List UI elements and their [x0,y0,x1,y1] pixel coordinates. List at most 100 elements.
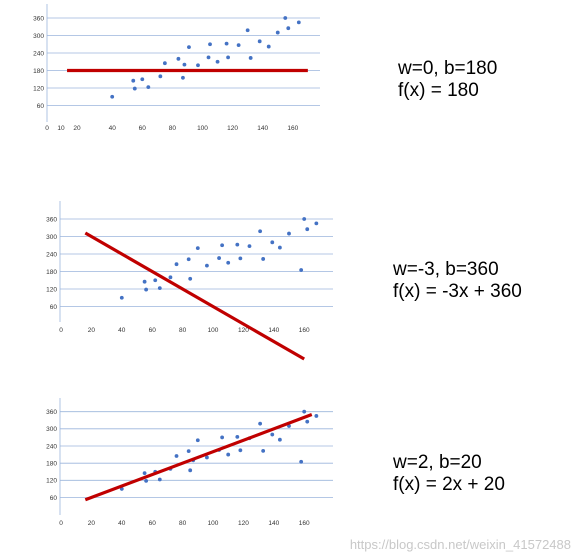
y-tick-label: 180 [46,269,57,276]
data-point [287,231,291,236]
data-point [226,452,231,457]
data-point [248,56,253,60]
equation-params-3: w=2, b=20 [393,452,482,473]
data-point [188,276,193,281]
data-point [158,74,163,79]
data-point [314,221,319,226]
y-tick-label: 120 [46,286,57,293]
data-point [195,246,200,251]
scatter-chart-2: 60 120 180 240 300 360 0 20 40 60 80 100 120 140 160 [46,201,333,361]
data-point [176,56,181,61]
data-point [144,479,149,483]
data-point [238,256,243,261]
data-point [302,217,307,221]
equation-formula-2: f(x) = -3x + 360 [393,281,522,302]
data-point [283,16,288,20]
y-tick-label: 240 [33,50,44,57]
chart-panel-3: 60 120 180 240 300 360 0 20 40 60 80 100 120 140 160 w… [0,392,579,537]
data-point [142,471,147,476]
x-tick-label: 20 [73,125,81,132]
data-point [286,26,291,31]
y-tick-label: 300 [46,426,57,433]
data-point [296,20,301,25]
data-point [305,227,310,232]
scatter-chart-1: 60 120 180 240 300 360 0 10 20 40 60 80 100 120 140 160 [33,4,320,132]
equation-formula-3: f(x) = 2x + 20 [393,474,505,495]
y-tick-label: 300 [33,33,44,40]
data-point [182,62,187,67]
y-tick-label: 60 [50,304,58,311]
data-point [186,449,191,454]
data-point [220,243,225,248]
data-point [132,86,137,91]
x-tick-label: 40 [109,125,117,132]
x-tick-label: 0 [45,125,49,132]
data-point [157,286,162,291]
x-tick-label: 80 [179,520,187,527]
data-point [277,437,282,442]
data-point [186,257,191,262]
data-point [215,59,220,64]
data-point [205,263,209,268]
data-point [257,39,262,44]
x-tick-label: 120 [238,520,249,527]
data-point [235,242,240,247]
data-point [162,61,167,66]
data-point [270,240,275,245]
equation-block-2: w=-3, b=360 f(x) = -3x + 360 [393,259,522,303]
watermark-text: https://blog.csdn.net/weixin_41572488 [349,537,571,552]
x-tick-label: 140 [257,125,268,132]
x-tick-label: 160 [299,520,310,527]
data-point [181,75,185,80]
data-point [226,260,231,265]
y-tick-label: 180 [33,68,44,75]
x-tick-label: 20 [88,520,96,527]
regression-line [84,231,305,361]
scatter-chart-3: 60 120 180 240 300 360 0 20 40 60 80 100 120 140 160 [46,398,333,527]
data-point [168,275,173,280]
x-tick-label: 0 [59,520,63,527]
data-point [205,455,209,460]
x-tick-label: 140 [268,327,279,334]
data-point [266,44,271,49]
x-tick-label: 60 [139,125,147,132]
equation-params-1: w=0, b=180 [398,58,498,79]
y-tick-label: 60 [37,103,45,110]
data-point [224,41,229,46]
data-point [157,477,162,482]
regression-line [84,413,313,502]
x-tick-label: 120 [227,125,238,132]
x-tick-label: 100 [208,520,219,527]
data-point [238,448,243,453]
data-point [275,30,280,35]
data-point [235,434,240,439]
data-point [302,409,307,414]
data-point [226,55,230,60]
data-point [220,435,225,440]
x-tick-label: 140 [268,520,279,527]
x-tick-label: 160 [299,327,310,334]
x-tick-label: 120 [238,327,249,334]
data-point [196,63,200,68]
x-tick-label: 20 [88,327,96,334]
x-tick-label: 80 [169,125,177,132]
data-point [131,78,136,83]
x-tick-label: 40 [118,327,126,334]
data-point [188,468,193,473]
data-point [299,268,304,272]
data-point [217,256,221,260]
data-point [261,257,266,261]
x-tick-label: 10 [57,125,65,132]
data-point [144,287,149,292]
equation-block-1: w=0, b=180 f(x) = 180 [398,58,497,102]
data-point [119,295,124,300]
y-tick-label: 60 [50,495,58,502]
data-point [245,28,250,33]
data-point [195,438,200,443]
data-point [187,45,191,50]
x-tick-label: 40 [118,520,126,527]
data-point [258,229,263,234]
x-tick-label: 60 [149,520,157,527]
data-point [261,448,266,453]
chart-panel-2: 60 120 180 240 300 360 0 20 40 60 80 100 120 140 160 w… [0,195,579,361]
